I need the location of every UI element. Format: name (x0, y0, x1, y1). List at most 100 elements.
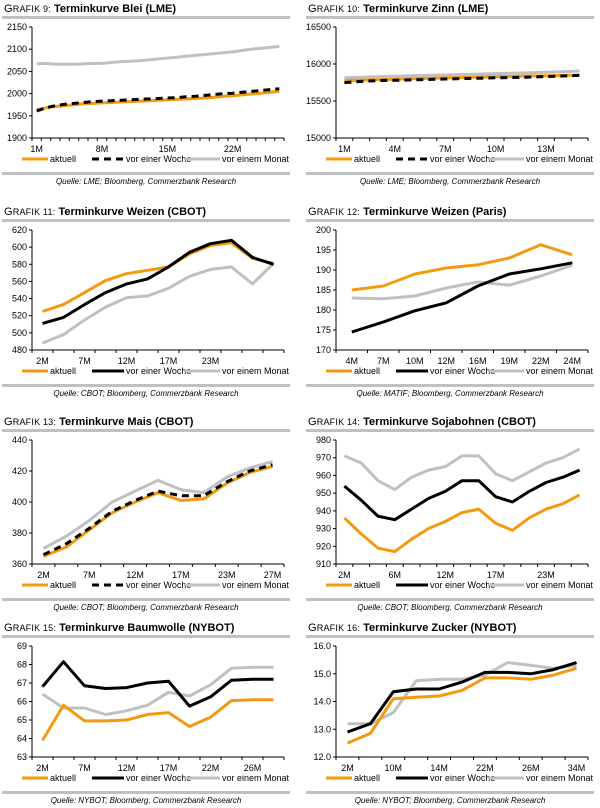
y-tick-label: 2000 (7, 89, 27, 99)
chart-panel-g14: GRAFIK 14: Terminkurve Sojabohnen (CBOT)… (306, 415, 594, 615)
legend-label-aktuell: aktuell (50, 580, 76, 590)
chart-prefix: GRAFIK 15: (4, 622, 57, 634)
x-tick-label: 10M (487, 144, 505, 154)
y-tick-label: 12.0 (313, 752, 331, 762)
y-tick-label: 940 (316, 506, 331, 516)
y-tick-label: 64 (17, 734, 27, 744)
title-rule (2, 16, 290, 19)
y-tick-label: 480 (12, 345, 27, 355)
bottom-rule (2, 172, 290, 175)
y-tick-label: 950 (316, 488, 331, 498)
chart-prefix: GRAFIK 11: (4, 206, 56, 218)
y-tick-label: 580 (12, 259, 27, 269)
chart-title: GRAFIK 9: Terminkurve Blei (LME) (2, 2, 290, 16)
series-line-monat (347, 661, 577, 726)
x-tick-label: 17M (487, 570, 505, 580)
bottom-rule (306, 172, 594, 175)
y-tick-label: 520 (12, 311, 27, 321)
chart-panel-g16: GRAFIK 16: Terminkurve Zucker (NYBOT) 12… (306, 621, 594, 808)
chart-panel-g10: GRAFIK 10: Terminkurve Zinn (LME) 15000 1… (306, 2, 594, 189)
legend-label-monat: vor einem Monat (526, 773, 594, 783)
legend-label-monat: vor einem Monat (222, 366, 290, 376)
x-tick-label: 22M (224, 144, 242, 154)
chart-source: Quelle: NYBOT; Bloomberg, Commerzbank Re… (50, 796, 242, 805)
y-tick-label: 980 (316, 435, 331, 445)
x-tick-label: 23M (202, 356, 220, 366)
y-tick-label: 16.0 (313, 641, 331, 651)
legend-label-aktuell: aktuell (50, 366, 76, 376)
series-line-woche (36, 87, 280, 113)
chart-area: 63 64 65 66 67 68 69 2M 7M 12M 17M 22M 26M aktuell vor… (2, 638, 290, 791)
x-tick-label: 10M (406, 356, 424, 366)
x-tick-label: 2M (338, 570, 351, 580)
series-line-monat (41, 665, 274, 716)
line-chart-g12: 170 175 180 185 190 195 200 4M 7M 10M 12M 16M 19M 22M… (316, 225, 594, 376)
chart-panel-g15: GRAFIK 15: Terminkurve Baumwolle (NYBOT)… (2, 621, 290, 808)
chart-prefix: GRAFIK 9: (4, 3, 51, 15)
x-tick-label: 19M (500, 356, 518, 366)
chart-title-text: Terminkurve Mais (CBOT) (59, 416, 194, 428)
title-rule (306, 635, 594, 638)
y-tick-label: 500 (12, 328, 27, 338)
chart-source: Quelle: LME; Bloomberg, Commerzbank Rese… (359, 177, 541, 186)
x-tick-label: 23M (218, 570, 236, 580)
line-chart-g10: 15000 15500 16000 16500 1M 4M 7M 10M 13M aktuell v… (306, 22, 594, 164)
y-tick-label: 180 (316, 305, 331, 315)
series-line-monat (351, 263, 573, 301)
y-tick-label: 910 (316, 559, 331, 569)
series-line-aktuell (42, 464, 273, 558)
title-rule (306, 219, 594, 222)
title-rule (2, 429, 290, 432)
y-tick-label: 540 (12, 294, 27, 304)
y-tick-label: 1900 (7, 133, 27, 143)
chart-title: GRAFIK 11: Terminkurve Weizen (CBOT) (2, 205, 290, 219)
x-tick-label: 12M (118, 356, 136, 366)
chart-area: 170 175 180 185 190 195 200 4M 7M 10M 12M 16M 19M 22M… (306, 222, 594, 384)
x-tick-label: 17M (160, 763, 178, 773)
series-line-aktuell (346, 666, 577, 745)
legend-label-aktuell: aktuell (354, 580, 380, 590)
bottom-rule (306, 384, 594, 387)
x-tick-label: 12M (437, 356, 455, 366)
chart-title: GRAFIK 16: Terminkurve Zucker (NYBOT) (306, 621, 594, 635)
chart-area: 360 380 400 420 440 2M 7M 12M 17M 23M 27M aktuell vo… (2, 432, 290, 598)
legend-label-woche: vor einer Woche (430, 580, 495, 590)
x-tick-label: 1M (338, 144, 351, 154)
chart-title: GRAFIK 14: Terminkurve Sojabohnen (CBOT) (306, 415, 594, 429)
chart-title-text: Terminkurve Weizen (Paris) (363, 206, 507, 218)
chart-title: GRAFIK 10: Terminkurve Zinn (LME) (306, 2, 594, 16)
y-tick-label: 195 (316, 245, 331, 255)
y-tick-label: 16500 (306, 22, 331, 32)
line-chart-g15: 63 64 65 66 67 68 69 2M 7M 12M 17M 22M 26M aktuell vor… (17, 641, 290, 783)
chart-panel-g13: GRAFIK 13: Terminkurve Mais (CBOT) 360 38… (2, 415, 290, 615)
x-tick-label: 1M (30, 144, 43, 154)
x-tick-label: 7M (78, 763, 91, 773)
bottom-rule (2, 598, 290, 601)
series-line-aktuell (351, 243, 573, 292)
y-tick-label: 400 (12, 497, 27, 507)
bottom-rule (2, 384, 290, 387)
y-tick-label: 185 (316, 285, 331, 295)
line-chart-g13: 360 380 400 420 440 2M 7M 12M 17M 23M 27M aktuell vo… (12, 435, 290, 590)
x-tick-label: 4M (345, 356, 358, 366)
title-rule (2, 635, 290, 638)
series-line-monat (42, 460, 273, 550)
y-tick-label: 14.0 (313, 697, 331, 707)
legend-label-woche: vor einer Woche (430, 366, 495, 376)
chart-panel-g11: GRAFIK 11: Terminkurve Weizen (CBOT) 480… (2, 205, 290, 401)
x-tick-label: 2M (341, 763, 354, 773)
legend-label-aktuell: aktuell (50, 154, 76, 164)
series-line-monat (343, 447, 581, 492)
series-line-aktuell (41, 698, 274, 742)
series-line-woche (42, 238, 274, 325)
chart-prefix: GRAFIK 14: (308, 416, 361, 428)
legend-label-woche: vor einer Woche (126, 580, 191, 590)
legend-label-monat: vor einem Monat (526, 580, 594, 590)
y-tick-label: 930 (316, 524, 331, 534)
chart-prefix: GRAFIK 10: (308, 3, 361, 15)
y-tick-label: 16000 (306, 59, 331, 69)
x-tick-label: 26M (244, 763, 262, 773)
x-tick-label: 23M (537, 570, 555, 580)
chart-title-text: Terminkurve Baumwolle (NYBOT) (59, 622, 235, 634)
y-tick-label: 66 (17, 697, 27, 707)
